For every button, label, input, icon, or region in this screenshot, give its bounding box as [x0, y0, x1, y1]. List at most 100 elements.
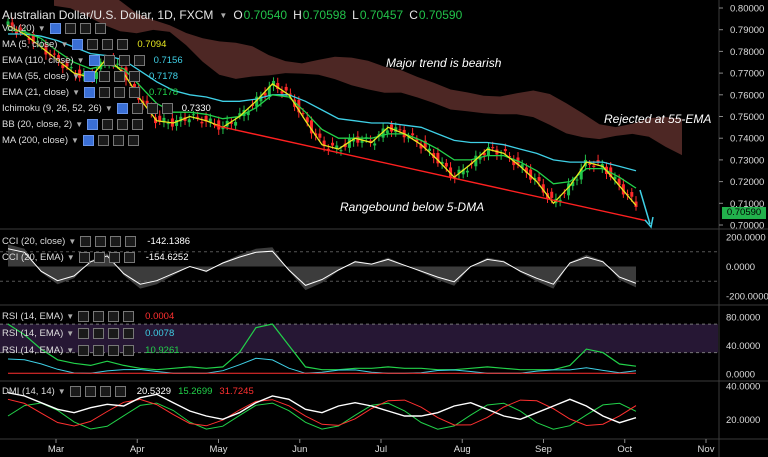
settings-icon[interactable] — [64, 23, 76, 34]
close-icon[interactable] — [117, 39, 129, 50]
rsi-dropdown-icon[interactable]: ▼ — [66, 312, 75, 321]
cci-legend-row[interactable]: CCI (20, EMA) ▼ -154.6252 — [2, 251, 188, 264]
add-icon[interactable] — [108, 345, 120, 356]
add-icon[interactable] — [113, 71, 125, 82]
settings-icon[interactable] — [98, 87, 110, 98]
cci-legend-row[interactable]: CCI (20, close) ▼ -142.1386 — [2, 235, 190, 248]
cci-dropdown-icon[interactable]: ▼ — [66, 253, 75, 262]
close-icon[interactable] — [161, 103, 173, 114]
ohlc-open: 0.70540 — [243, 8, 288, 22]
symbol-title[interactable]: Australian Dollar/U.S. Dollar, 1D, FXCM — [2, 8, 214, 22]
rsi-legend-row[interactable]: RSI (14, EMA) ▼ 10.9261 — [2, 344, 180, 357]
settings-icon[interactable] — [131, 103, 143, 114]
add-icon[interactable] — [108, 252, 120, 263]
cci-value: -142.1386 — [147, 236, 191, 247]
ichimoku-cloud — [54, 0, 682, 156]
add-icon[interactable] — [118, 55, 130, 66]
settings-icon[interactable] — [97, 135, 109, 146]
settings-icon[interactable] — [98, 71, 110, 82]
eye-icon[interactable] — [78, 252, 90, 263]
add-icon[interactable] — [108, 311, 120, 322]
settings-icon[interactable] — [93, 252, 105, 263]
rsi-legend-row[interactable]: RSI (14, EMA) ▼ 0.0078 — [2, 327, 174, 340]
indicator-dropdown-icon[interactable]: ▼ — [72, 72, 80, 81]
settings-icon[interactable] — [93, 311, 105, 322]
close-icon[interactable] — [123, 252, 135, 263]
indicator-dropdown-icon[interactable]: ▼ — [72, 88, 80, 97]
close-icon[interactable] — [125, 236, 137, 247]
close-icon[interactable] — [133, 55, 145, 66]
close-icon[interactable] — [94, 23, 106, 34]
eye-icon[interactable] — [72, 39, 84, 50]
candle-body — [482, 152, 486, 156]
candle-body — [524, 167, 528, 173]
symbol-dropdown-icon[interactable]: ▼ — [219, 10, 228, 20]
price-indicator-row[interactable]: MA (200, close) ▼ — [2, 134, 139, 147]
candle-body — [398, 129, 402, 131]
add-icon[interactable] — [113, 87, 125, 98]
eye-icon[interactable] — [78, 311, 90, 322]
close-icon[interactable] — [123, 345, 135, 356]
settings-icon[interactable] — [93, 345, 105, 356]
eye-icon[interactable] — [82, 135, 94, 146]
add-icon[interactable] — [117, 119, 129, 130]
eye-icon[interactable] — [116, 103, 128, 114]
add-icon[interactable] — [102, 39, 114, 50]
candle-body — [61, 64, 65, 69]
eye-icon[interactable] — [83, 87, 95, 98]
price-indicator-row[interactable]: Vol (20) ▼ — [2, 22, 106, 35]
rsi-dropdown-icon[interactable]: ▼ — [66, 346, 75, 355]
price-indicator-row[interactable]: BB (20, close, 2) ▼ — [2, 118, 144, 131]
eye-icon[interactable] — [78, 328, 90, 339]
eye-icon[interactable] — [87, 119, 99, 130]
eye-icon[interactable] — [49, 23, 61, 34]
price-indicator-row[interactable]: MA (5, close) ▼ 0.7094 — [2, 38, 166, 51]
price-indicator-row[interactable]: EMA (21, close) ▼ 0.7178 — [2, 86, 178, 99]
eye-icon[interactable] — [83, 71, 95, 82]
price-indicator-row[interactable]: EMA (110, close) ▼ 0.7156 — [2, 54, 183, 67]
indicator-dropdown-icon[interactable]: ▼ — [37, 24, 46, 33]
indicator-dropdown-icon[interactable]: ▼ — [71, 136, 79, 145]
eye-icon[interactable] — [88, 55, 100, 66]
series-rsi-green — [7, 323, 637, 371]
close-icon[interactable] — [123, 311, 135, 322]
settings-icon[interactable] — [95, 236, 107, 247]
settings-icon[interactable] — [103, 55, 115, 66]
settings-icon[interactable] — [87, 39, 99, 50]
price-indicator-row[interactable]: Ichimoku (9, 26, 52, 26) ▼ 0.7330 — [2, 102, 211, 115]
add-icon[interactable] — [110, 236, 122, 247]
candle-body — [305, 117, 309, 123]
add-icon[interactable] — [112, 135, 124, 146]
close-icon[interactable] — [127, 135, 139, 146]
indicator-dropdown-icon[interactable]: ▼ — [76, 56, 85, 65]
rsi-legend-row[interactable]: RSI (14, EMA) ▼ 0.0004 — [2, 310, 174, 323]
add-icon[interactable] — [79, 23, 91, 34]
price-indicator-row[interactable]: EMA (55, close) ▼ 0.7178 — [2, 70, 178, 83]
candle-body — [73, 73, 77, 76]
indicator-dropdown-icon[interactable]: ▼ — [75, 120, 84, 129]
eye-icon[interactable] — [80, 236, 92, 247]
settings-icon[interactable] — [102, 119, 114, 130]
indicator-dropdown-icon[interactable]: ▼ — [104, 104, 113, 113]
eye-icon[interactable] — [78, 345, 90, 356]
add-icon[interactable] — [146, 103, 158, 114]
cci-dropdown-icon[interactable]: ▼ — [68, 237, 77, 246]
close-icon[interactable] — [128, 71, 140, 82]
month-label-mar: Mar — [48, 444, 64, 455]
indicator-value: 0.7178 — [148, 71, 179, 82]
add-icon[interactable] — [108, 328, 120, 339]
indicator-dropdown-icon[interactable]: ▼ — [60, 40, 69, 49]
close-icon[interactable] — [123, 328, 135, 339]
add-icon[interactable] — [99, 386, 111, 397]
settings-icon[interactable] — [84, 386, 96, 397]
candle-body — [508, 156, 512, 158]
candle-body — [550, 191, 554, 198]
dmi-dropdown-icon[interactable]: ▼ — [57, 387, 66, 396]
dmi-legend-row[interactable]: DMI (14, 14) ▼ 20.5329 15.2699 31.7245 — [2, 385, 254, 398]
close-icon[interactable] — [132, 119, 144, 130]
close-icon[interactable] — [114, 386, 126, 397]
close-icon[interactable] — [128, 87, 140, 98]
eye-icon[interactable] — [69, 386, 81, 397]
settings-icon[interactable] — [93, 328, 105, 339]
rsi-dropdown-icon[interactable]: ▼ — [66, 329, 75, 338]
